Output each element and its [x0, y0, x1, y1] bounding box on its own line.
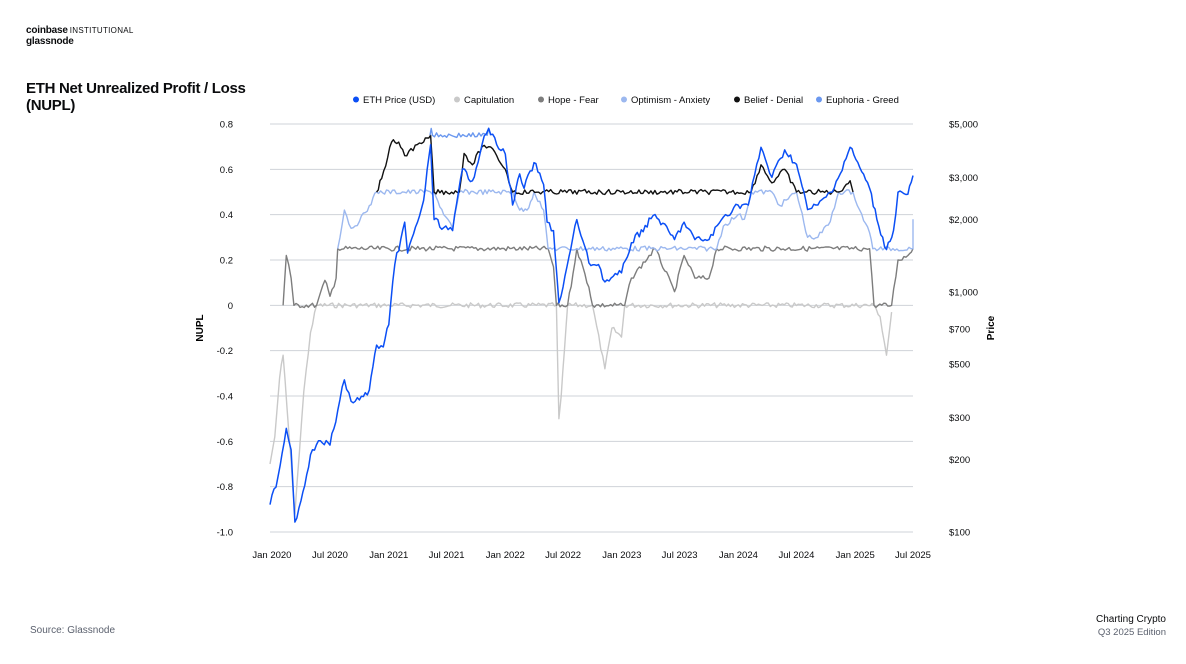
series-line-belief-denial — [376, 134, 854, 196]
y-right-tick-label: $300 — [949, 413, 970, 424]
series-lines — [269, 127, 914, 523]
x-tick-label: Jan 2024 — [719, 550, 758, 561]
legend-marker — [816, 96, 822, 103]
glassnode-wordmark: glassnode — [26, 36, 74, 47]
legend-marker — [353, 96, 359, 103]
grid-lines — [270, 123, 913, 533]
legend-label: Euphoria - Greed — [826, 95, 899, 106]
x-tick-label: Jul 2021 — [429, 550, 465, 561]
brand-logo: coinbase INSTITUTIONAL glassnode — [26, 25, 134, 47]
y-right-tick-label: $200 — [949, 455, 970, 466]
chart-title: ETH Net Unrealized Profit / Loss (NUPL) — [26, 80, 246, 114]
y-left-tick-label: 0.6 — [220, 165, 233, 176]
legend-marker — [454, 96, 460, 103]
legend-marker — [734, 96, 740, 103]
y-left-tick-label: 0.2 — [220, 256, 233, 267]
series-line-hope-fear — [282, 245, 914, 309]
axes: 0.8 0.6 0.4 0.2 0 -0.2 -0.4 -0.6 -0.8 -1.0 $5,000 $… — [217, 120, 978, 562]
y-right-tick-label: $2,000 — [949, 215, 978, 226]
y-left-tick-label: 0.8 — [220, 120, 233, 131]
series-line-eth-price — [269, 127, 914, 523]
x-tick-label: Jan 2021 — [369, 550, 408, 561]
legend-marker — [538, 96, 544, 103]
x-tick-label: Jul 2024 — [779, 550, 815, 561]
x-tick-label: Jan 2020 — [252, 550, 291, 561]
legend-label: Capitulation — [464, 95, 514, 106]
y-right-tick-label: $5,000 — [949, 120, 978, 131]
coinbase-institutional-wordmark: coinbase INSTITUTIONAL — [26, 25, 134, 36]
y-left-axis-label: NUPL — [195, 314, 206, 341]
x-tick-label: Jul 2025 — [895, 550, 931, 561]
y-left-tick-label: 0 — [228, 301, 233, 312]
y-left-tick-label: 0.4 — [220, 210, 233, 221]
y-left-tick-label: -0.8 — [217, 482, 233, 493]
y-right-tick-label: $1,000 — [949, 287, 978, 298]
footer: Charting Crypto Q3 2025 Edition — [1096, 613, 1166, 639]
footer-title: Charting Crypto — [1095, 614, 1166, 625]
y-left-tick-label: -0.6 — [217, 437, 233, 448]
y-right-tick-label: $100 — [949, 528, 970, 539]
footer-edition: Q3 2025 Edition — [1097, 627, 1166, 638]
y-left-tick-label: -0.2 — [217, 346, 233, 357]
x-tick-label: Jul 2022 — [545, 550, 581, 561]
x-tick-label: Jan 2022 — [486, 550, 525, 561]
y-right-tick-label: $3,000 — [949, 173, 978, 184]
legend-label: Hope - Fear — [548, 95, 599, 106]
legend-label: Optimism - Anxiety — [631, 95, 710, 106]
x-tick-label: Jan 2025 — [836, 550, 875, 561]
series-line-capitulation — [269, 302, 893, 515]
y-right-axis-label: Price — [986, 315, 997, 340]
x-tick-label: Jul 2020 — [312, 550, 348, 561]
source-note: Source: Glassnode — [30, 625, 116, 636]
legend: ETH Price (USD) Capitulation Hope - Fear Op… — [353, 95, 899, 106]
y-right-tick-label: $500 — [949, 360, 970, 371]
legend-marker — [621, 96, 627, 103]
x-tick-label: Jan 2023 — [602, 550, 641, 561]
legend-label: Belief - Denial — [744, 95, 803, 106]
legend-label: ETH Price (USD) — [363, 95, 435, 106]
series-line-euphoria-greed — [429, 127, 492, 139]
y-left-tick-label: -1.0 — [217, 528, 233, 539]
y-left-tick-label: -0.4 — [217, 392, 233, 403]
x-tick-label: Jul 2023 — [662, 550, 698, 561]
y-right-tick-label: $700 — [949, 325, 970, 336]
